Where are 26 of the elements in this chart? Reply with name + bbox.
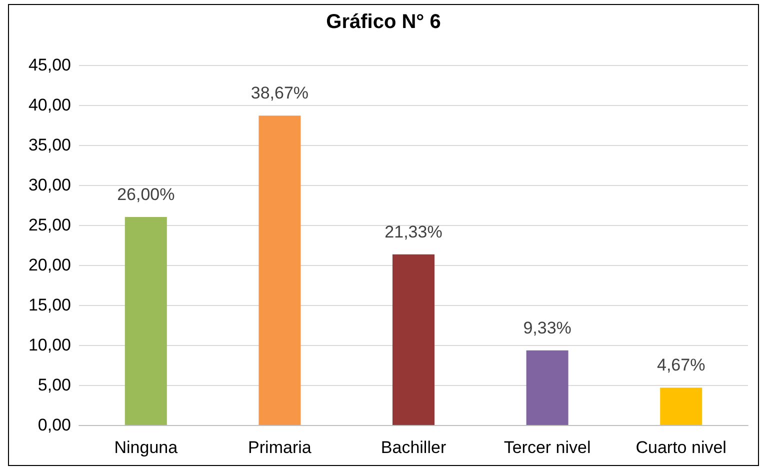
y-tick-label: 45,00: [28, 56, 71, 74]
chart-title: Gráfico N° 6: [326, 11, 441, 33]
y-tick-label: 0,00: [38, 416, 71, 434]
x-tick-label: Ninguna: [114, 438, 178, 457]
x-tick-label: Primaria: [248, 438, 312, 457]
y-tick-label: 40,00: [28, 96, 71, 114]
x-tick-label: Tercer nivel: [504, 438, 591, 457]
data-label: 26,00%: [117, 185, 175, 204]
bar: [124, 217, 167, 425]
y-tick-label: 25,00: [28, 216, 71, 234]
x-tick-label: Bachiller: [380, 438, 446, 457]
bar: [660, 388, 702, 425]
data-label: 4,67%: [657, 356, 706, 375]
y-tick-label: 35,00: [28, 136, 71, 154]
y-tick-label: 10,00: [28, 336, 71, 354]
y-tick-label: 30,00: [28, 176, 71, 194]
y-tick-label: 20,00: [28, 256, 71, 274]
data-label: 21,33%: [384, 222, 442, 242]
x-tick-label: Cuarto nivel: [636, 438, 726, 457]
y-tick-label: 5,00: [38, 376, 71, 394]
data-label: 9,33%: [523, 318, 572, 338]
bar: [526, 350, 568, 425]
bar: [258, 116, 301, 425]
data-label: 38,67%: [250, 84, 309, 103]
y-tick-label: 15,00: [28, 296, 71, 314]
bar: [392, 254, 434, 425]
